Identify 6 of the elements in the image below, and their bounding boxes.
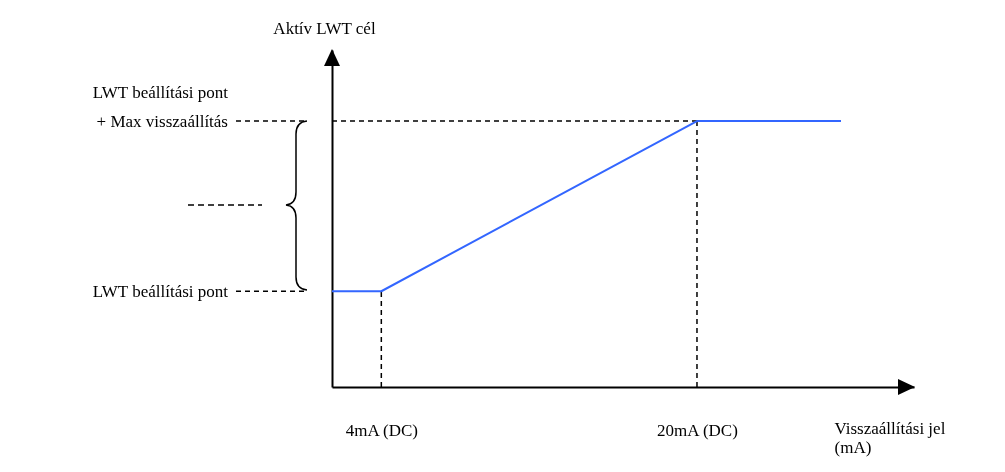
x-axis-title: Visszaállítási jel (mA) xyxy=(834,418,946,457)
ref-line-label: LWT beállítási pont xyxy=(92,282,229,302)
x-tick-label: 20mA (DC) xyxy=(657,420,738,440)
y-axis-title: Aktív LWT cél xyxy=(273,18,376,38)
ref-line-label: LWT beállítási pont + Max visszaállítás xyxy=(92,83,229,132)
x-tick-label: 4mA (DC) xyxy=(345,420,418,440)
